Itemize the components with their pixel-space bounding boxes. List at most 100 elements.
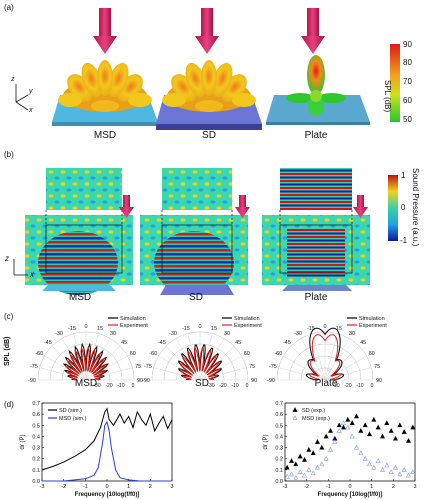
polar-angle-label: -75 [269, 364, 277, 370]
colorbar-b [388, 175, 398, 241]
polar-radial-label: 0 [371, 383, 374, 389]
cbar-a-tick-1: 80 [403, 58, 412, 67]
y-axis-label: dr (P) [263, 434, 269, 449]
legend-label: SD (exp.) [302, 408, 325, 414]
scatter-point [336, 428, 342, 433]
scatter-point [354, 413, 359, 419]
legend-label: MSD (exp.) [302, 416, 330, 422]
polar-angle-label: -15 [68, 326, 76, 332]
polar-spoke [85, 367, 133, 381]
caption-msd-b: MSD [68, 292, 92, 303]
scatter-point [362, 422, 368, 428]
polar-angle-label: 90 [251, 378, 257, 384]
polar-plot-msd: -90-75-60-45-30-15 0 1530456075900-10-20-3… [28, 316, 148, 389]
y-tick-label: 0.2 [32, 457, 40, 463]
colorbar-b-title: Sound Pressure (a.u.) [411, 168, 420, 247]
polar-angle-label: -90 [28, 378, 36, 384]
caption-sd-a: SD [202, 130, 216, 141]
cbar-a-tick-0: 90 [403, 40, 412, 49]
scatter-point [375, 424, 381, 430]
x-axis-label: Frequency [10log(f/f0)] [318, 492, 383, 498]
panel-d-charts: -3 -2 -1 0 1 2 3 0.0 0.1 0.2 0.3 0.4 0.5 0.6 0.7 Freque… [20, 401, 417, 498]
scatter-point [397, 422, 403, 428]
scatter-point [362, 455, 368, 461]
scatter-point [332, 439, 338, 444]
scatter-point [388, 469, 394, 474]
polar-angle-label: -90 [142, 378, 150, 384]
caption-plate-a: Plate [304, 130, 328, 141]
scatter-point [341, 420, 346, 425]
polar-angle-label: -45 [283, 340, 291, 346]
x-tick-label: 0 [105, 484, 108, 490]
axis-x-a: x [29, 107, 33, 114]
polar-radial-label: -10 [231, 383, 238, 389]
polar-spoke [153, 367, 201, 381]
cbar-b-tick-2: -1 [400, 236, 408, 245]
scatter-point [358, 450, 364, 456]
chart-0: -3 -2 -1 0 1 2 3 0.0 0.1 0.2 0.3 0.4 0.5 0.6 0.7 Freque… [20, 401, 174, 498]
polar-angle-label: -30 [55, 331, 63, 337]
series-line-0 [41, 407, 173, 471]
scatter-point [310, 450, 316, 456]
polar-angle-label: 0 [323, 324, 326, 330]
y-tick-label: 0.7 [32, 401, 40, 407]
colorbar-a [390, 44, 400, 122]
scatter-point [328, 446, 333, 452]
polar-angle-label: 0 [84, 324, 87, 330]
scatter-point [349, 420, 355, 425]
polar-radial-label: -10 [117, 383, 124, 389]
polar-angle-label: 45 [121, 340, 127, 346]
polar-radial-label: -30 [207, 383, 214, 389]
x-tick-label: -2 [304, 484, 309, 490]
msd-radiation-pattern [58, 60, 152, 112]
polar-angle-label: -60 [274, 351, 282, 357]
cbar-b-tick-0: 1 [401, 171, 406, 180]
scatter-point [319, 461, 325, 467]
polar-radial-label: -20 [219, 383, 226, 389]
scatter-point [371, 464, 377, 470]
scatter-point [393, 464, 398, 470]
x-tick-label: -1 [326, 484, 331, 490]
scatter-point [310, 470, 316, 476]
scatter-point [289, 471, 294, 477]
scatter-point [406, 438, 411, 443]
scatter-point [397, 471, 403, 477]
scatter-point [341, 424, 346, 430]
polar-plot-sd: -90-75-60-45-30-15 0 1530456075900-10-20-3… [142, 316, 262, 389]
panel-b-figure [13, 168, 398, 295]
arrow-msd-b [123, 195, 130, 209]
scatter-point [410, 469, 416, 474]
legend-experiment-label: Experiment [120, 323, 148, 329]
chart-1: -3 -2 -1 0 1 2 3 0.0 0.1 0.2 0.3 0.4 0.5 0.6 0.7 Freque… [263, 401, 417, 498]
scatter-point [319, 444, 325, 450]
polar-angle-label: -60 [35, 351, 43, 357]
plate-substrate-b [282, 285, 352, 291]
polar-radial-label: -20 [344, 383, 351, 389]
polar-spoke [85, 355, 128, 381]
legend-experiment-label: Experiment [359, 323, 387, 329]
experiment-curve [180, 347, 221, 381]
caption-sd-b: SD [189, 292, 203, 303]
scatter-point [306, 446, 312, 452]
scatter-point [302, 472, 307, 478]
legend-swatch [292, 407, 298, 412]
polar-spoke [312, 333, 326, 381]
polar-radial-label: -10 [356, 383, 363, 389]
legend-swatch [292, 415, 298, 420]
polar-angle-label: -15 [307, 326, 315, 332]
polar-angle-label: -75 [144, 364, 152, 370]
axes-icon-a [15, 84, 29, 111]
legend-simulation-label: Simulation [234, 316, 260, 322]
polar-angle-label: 90 [137, 378, 143, 384]
y-tick-label: 0.0 [32, 479, 40, 485]
arrow-plate-b [357, 195, 364, 209]
polar-angle-label: 75 [374, 364, 380, 370]
caption-sd-c: SD [195, 378, 209, 389]
polar-spoke [39, 367, 87, 381]
sd-substrate-b [160, 285, 234, 295]
polar-angle-label: -45 [158, 340, 166, 346]
y-tick-label: 0.0 [275, 479, 283, 485]
scatter-point [336, 422, 342, 428]
polar-angle-label: 45 [235, 340, 241, 346]
x-tick-label: 2 [149, 484, 152, 490]
